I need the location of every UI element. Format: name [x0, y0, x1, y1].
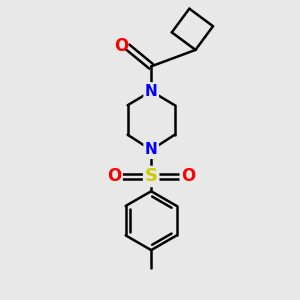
- Text: N: N: [145, 142, 158, 158]
- Text: N: N: [145, 84, 158, 99]
- Text: O: O: [107, 167, 121, 185]
- Text: O: O: [115, 37, 129, 55]
- Text: S: S: [145, 167, 158, 185]
- Text: O: O: [181, 167, 195, 185]
